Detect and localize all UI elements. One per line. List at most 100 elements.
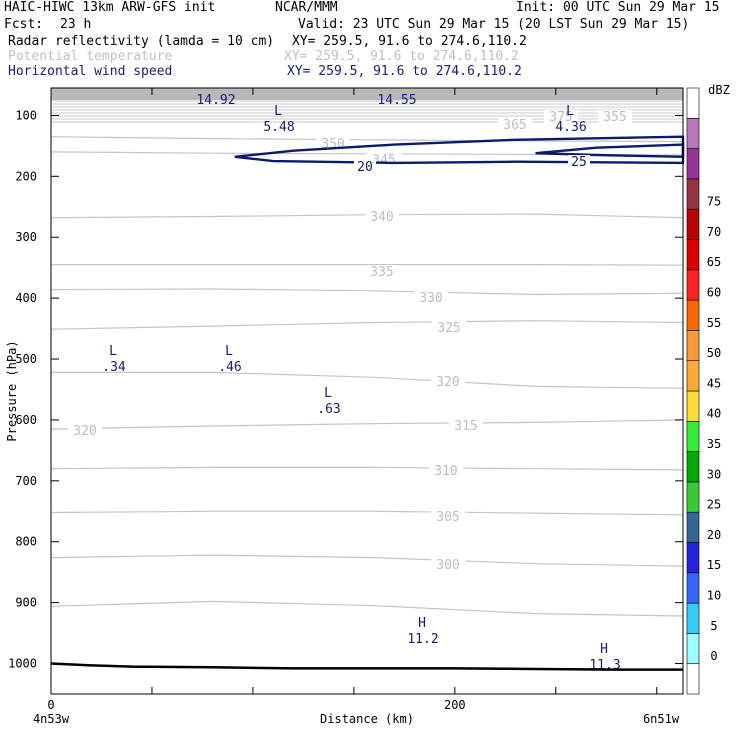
org-label: NCAR/MMM (275, 0, 338, 15)
extremum-value: 5.48 (263, 120, 294, 135)
x-tick-label: 0 (47, 698, 54, 712)
theta-label: 375 (549, 110, 572, 125)
surface-line (50, 662, 683, 671)
colorbar-swatch (686, 511, 700, 543)
colorbar-swatch (686, 118, 700, 149)
theta-contour-330 (50, 320, 684, 330)
y-tick-label: 500 (15, 352, 37, 366)
colorbar-swatch (686, 481, 700, 513)
colorbar-level-label: 75 (707, 195, 721, 209)
theta-label-bg (414, 291, 448, 305)
theta-label: 365 (503, 118, 526, 133)
top-value: 14.92 (196, 93, 235, 108)
theta-contour-310 (50, 510, 684, 516)
colorbar-swatch (686, 451, 700, 483)
colorbar-swatch (686, 420, 700, 452)
init-time: Init: 00 UTC Sun 29 Mar 15 (516, 0, 720, 15)
x-left-endpoint-label: 4n53w (33, 712, 70, 726)
theta-label: 300 (436, 558, 459, 573)
extremum-value: 4.36 (555, 120, 586, 135)
theta-label-bg (498, 118, 532, 132)
extremum-kind: L (225, 344, 233, 359)
colorbar-swatch (686, 663, 700, 695)
theta-label-bg (431, 558, 465, 572)
theta-label: 320 (73, 424, 96, 439)
valid-time: Valid: 23 UTC Sun 29 Mar 15 (20 LST Sun … (298, 17, 690, 32)
theta-label-bg (432, 321, 466, 335)
theta-label-bg (365, 210, 399, 224)
colorbar-swatch (686, 299, 700, 331)
y-tick-label: 100 (15, 108, 37, 122)
theta-contour-325 (51, 371, 684, 389)
colorbar-swatch (686, 542, 700, 574)
extremum-kind: L (109, 344, 117, 359)
theta-label: 355 (603, 110, 626, 125)
x-right-endpoint-label: 6n51w (643, 712, 680, 726)
theta-label: 335 (370, 265, 393, 280)
theta-label: 320 (436, 375, 459, 390)
colorbar-level-label: 15 (707, 558, 721, 572)
colorbar-swatch (686, 148, 700, 180)
theta-label-bg (598, 110, 632, 124)
colorbar-swatch (686, 330, 700, 361)
top-value: 14.55 (377, 93, 416, 108)
theta-label-bg (68, 424, 102, 438)
field-wind-xy: XY= 259.5, 91.6 to 274.6,110.2 (287, 64, 522, 79)
colorbar-level-label: 30 (707, 467, 721, 481)
colorbar-swatch (686, 633, 700, 665)
wind-label-bg (568, 155, 590, 169)
colorbar-unit-label: dBZ (708, 83, 730, 97)
y-tick-label: 1000 (8, 657, 37, 671)
colorbar-level-label: 65 (707, 255, 721, 269)
y-tick-label: 600 (15, 413, 37, 427)
theta-label: 315 (454, 419, 477, 434)
colorbar-level-label: 50 (707, 346, 721, 360)
fcst-label: Fcst: (4, 17, 44, 32)
y-axis-label: Pressure (hPa) (5, 340, 19, 441)
colorbar-level-label: 55 (707, 316, 721, 330)
y-tick-label: 800 (15, 535, 37, 549)
colorbar-level-label: 40 (707, 407, 721, 421)
colorbar-swatch (686, 87, 700, 119)
extremum-value: 11.2 (407, 632, 438, 647)
theta-contour-355 (50, 136, 684, 143)
y-tick-label: 900 (15, 596, 37, 610)
model-title: HAIC-HIWC 13km ARW-GFS init (4, 0, 216, 15)
colorbar-swatch (686, 602, 700, 634)
colorbar-swatch (686, 208, 700, 240)
colorbar-swatch (686, 360, 700, 392)
fcst-value: 23 h (60, 17, 92, 32)
theta-label: 340 (370, 210, 393, 225)
colorbar-level-label: 60 (707, 286, 721, 300)
y-tick-label: 300 (15, 230, 37, 244)
extremum-kind: H (600, 642, 608, 657)
extremum-kind: H (418, 616, 426, 631)
theta-label-bg (431, 510, 465, 524)
colorbar-level-label: 25 (707, 498, 721, 512)
upper-isentrope-band (51, 88, 683, 100)
extremum-kind: L (274, 104, 282, 119)
colorbar-swatch (686, 269, 700, 301)
colorbar-swatch (686, 572, 700, 604)
extremum-kind: L (566, 104, 574, 119)
theta-contour-305 (50, 554, 684, 567)
theta-label: 325 (437, 321, 460, 336)
theta-contour-335 (50, 288, 684, 296)
theta-label: 345 (372, 153, 395, 168)
wind-label: 20 (357, 160, 373, 175)
theta-label-bg (365, 265, 399, 279)
theta-label: 305 (436, 510, 459, 525)
theta-label-bg (449, 419, 483, 433)
colorbar-level-label: 70 (707, 225, 721, 239)
colorbar-level-label: 20 (707, 528, 721, 542)
x-axis-label: Distance (km) (320, 712, 414, 726)
field-reflectivity-xy: XY= 259.5, 91.6 to 274.6,110.2 (292, 34, 527, 49)
field-theta-name: Potential temperature (8, 49, 173, 64)
theta-contour-320 (50, 419, 684, 430)
field-wind-name: Horizontal wind speed (8, 64, 173, 79)
theta-contour-300 (50, 600, 684, 617)
colorbar-swatch (686, 239, 700, 271)
y-tick-label: 700 (15, 474, 37, 488)
theta-contour-340 (51, 264, 684, 266)
theta-contour-315 (50, 466, 684, 471)
